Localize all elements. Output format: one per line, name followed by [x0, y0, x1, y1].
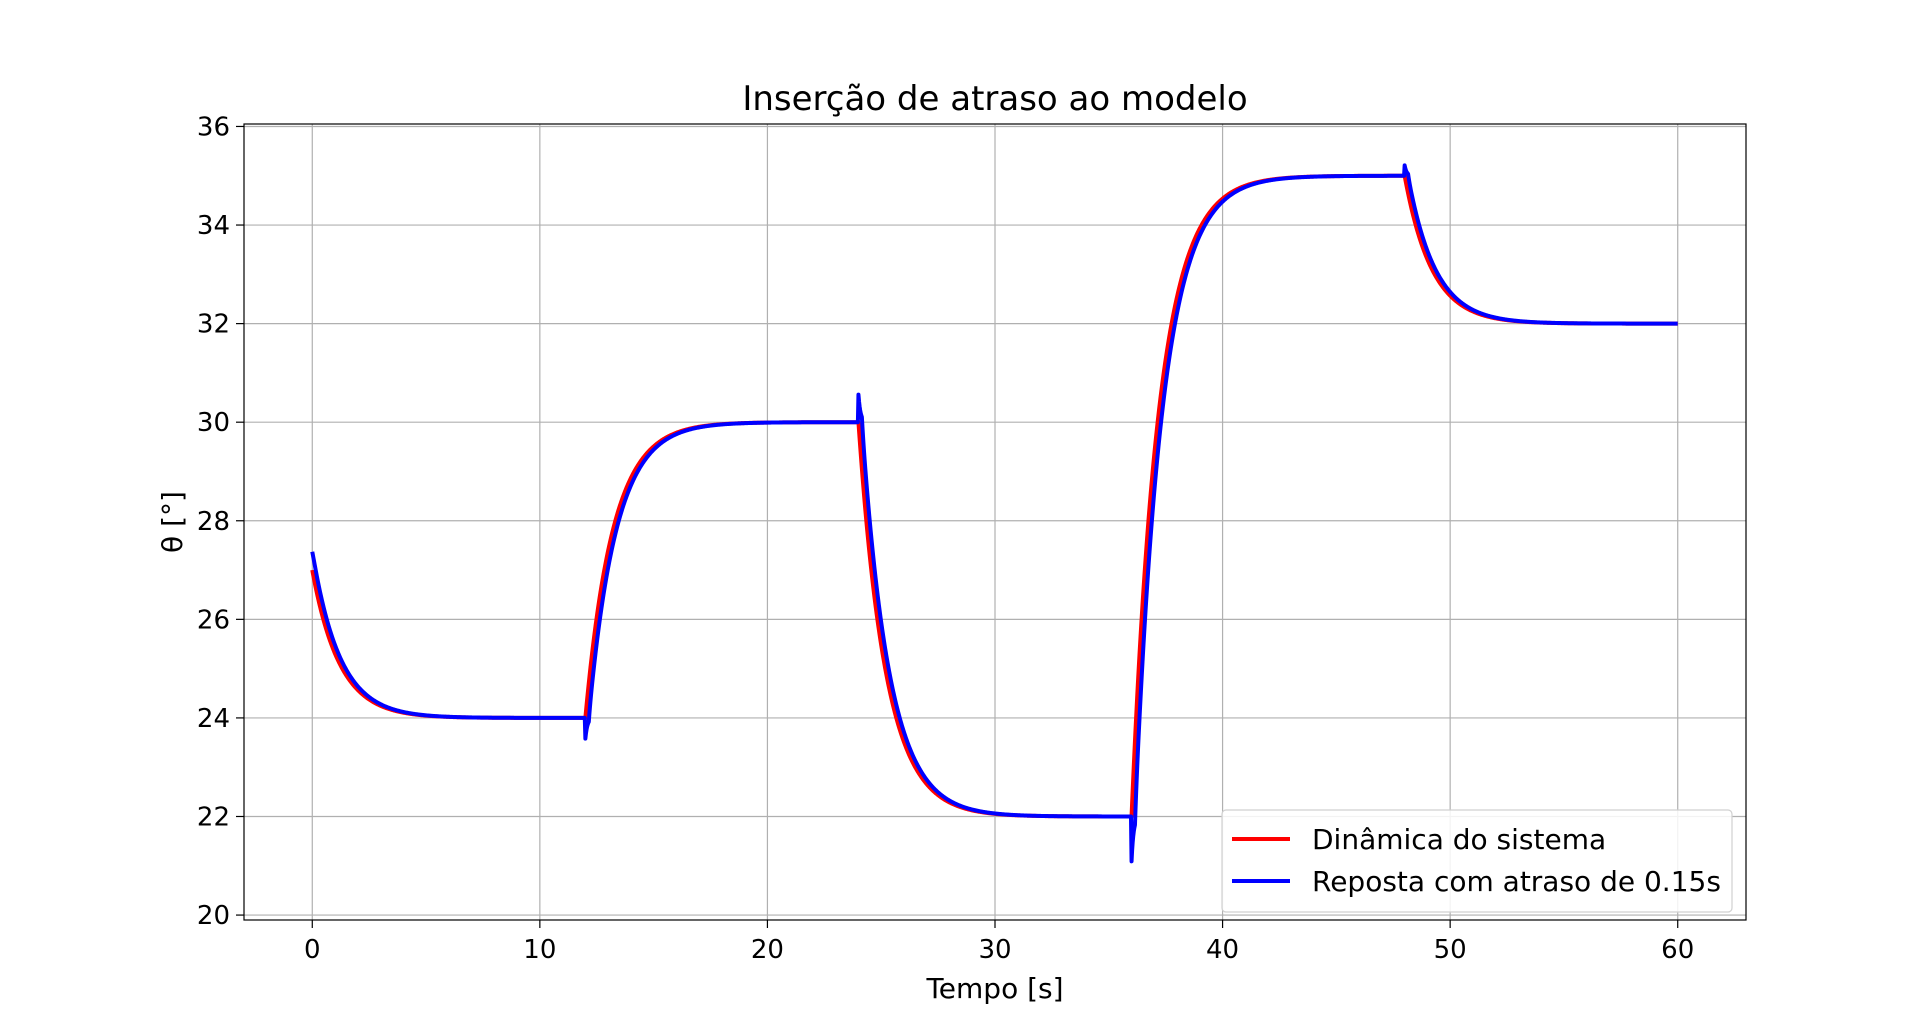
y-tick-label: 28: [197, 507, 230, 537]
ticks: 0 10 20 30 40 50 60 20 22 24 26 28 30 32 34 36: [197, 112, 1694, 965]
legend-box: [1221, 809, 1733, 913]
chart-title: Inserção de atraso ao modelo: [742, 79, 1247, 119]
legend-entry-delayed: Reposta com atraso de 0.15s: [1312, 865, 1721, 898]
series-layer: [310, 163, 1680, 864]
x-tick-label: 0: [304, 935, 321, 965]
y-tick-label: 24: [197, 704, 230, 734]
legend-entry-system: Dinâmica do sistema: [1312, 823, 1606, 856]
x-axis-label: Tempo [s]: [925, 972, 1063, 1005]
x-tick-label: 20: [751, 935, 784, 965]
y-axis-label: θ [°]: [156, 491, 189, 553]
legend: Dinâmica do sistema Reposta com atraso d…: [1221, 809, 1733, 913]
x-tick-label: 10: [523, 935, 556, 965]
x-tick-label: 50: [1434, 935, 1467, 965]
y-tick-label: 26: [197, 605, 230, 635]
y-tick-label: 22: [197, 802, 230, 832]
series-line-1: [310, 163, 1680, 864]
y-tick-label: 20: [197, 901, 230, 931]
x-tick-label: 60: [1661, 935, 1694, 965]
y-tick-label: 34: [197, 211, 230, 241]
x-tick-label: 40: [1206, 935, 1239, 965]
grid: [244, 124, 1746, 920]
x-tick-label: 30: [978, 935, 1011, 965]
y-tick-label: 30: [197, 408, 230, 438]
y-tick-label: 32: [197, 310, 230, 340]
y-tick-label: 36: [197, 112, 230, 142]
